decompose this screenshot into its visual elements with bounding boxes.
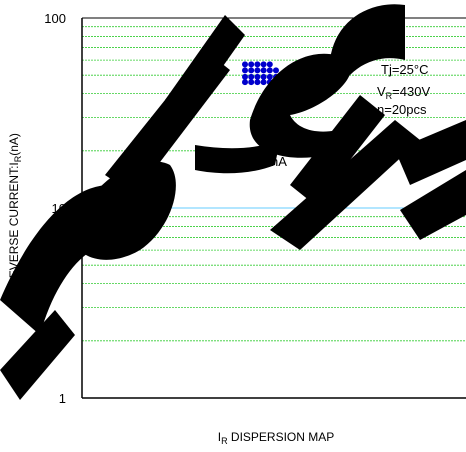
data-point <box>260 61 267 68</box>
x-axis-label-sub: R <box>221 436 228 446</box>
data-point <box>260 67 267 74</box>
data-point <box>248 79 255 86</box>
condition-tj: Tj=25°C <box>381 62 428 77</box>
condition-vr-sub: R <box>386 91 393 101</box>
data-point <box>254 61 261 68</box>
y-tick-label-1: 1 <box>59 391 66 406</box>
condition-vr: VR=430V <box>377 84 430 101</box>
data-point <box>260 79 267 86</box>
data-point <box>266 73 273 80</box>
condition-vr-main: V <box>377 84 386 99</box>
data-point <box>260 73 267 80</box>
data-point <box>242 79 248 86</box>
condition-n: n=20pcs <box>377 102 427 117</box>
y-tick-label-100: 100 <box>44 11 66 26</box>
data-point <box>266 61 273 68</box>
data-point <box>248 73 255 80</box>
x-axis-label: IR DISPERSION MAP <box>218 430 335 446</box>
data-point <box>273 67 279 74</box>
data-point <box>242 67 248 74</box>
data-point <box>266 67 273 74</box>
data-point <box>242 73 248 80</box>
data-point <box>248 61 255 68</box>
y-axis-label-rest: (nA) <box>7 133 21 156</box>
condition-vr-rest: =430V <box>392 84 430 99</box>
y-axis-label-sub: R <box>13 155 23 162</box>
data-point <box>254 73 261 80</box>
y-axis-label-main: REVERSE CURRENT:I <box>7 162 21 287</box>
data-point <box>248 67 255 74</box>
data-point <box>254 67 261 74</box>
data-point <box>242 61 248 68</box>
x-axis-label-main: I <box>218 430 221 444</box>
data-point <box>254 79 261 86</box>
y-axis-label: REVERSE CURRENT:IR(nA) <box>7 133 23 287</box>
watermark <box>0 4 466 400</box>
x-axis-label-rest: DISPERSION MAP <box>228 430 335 444</box>
